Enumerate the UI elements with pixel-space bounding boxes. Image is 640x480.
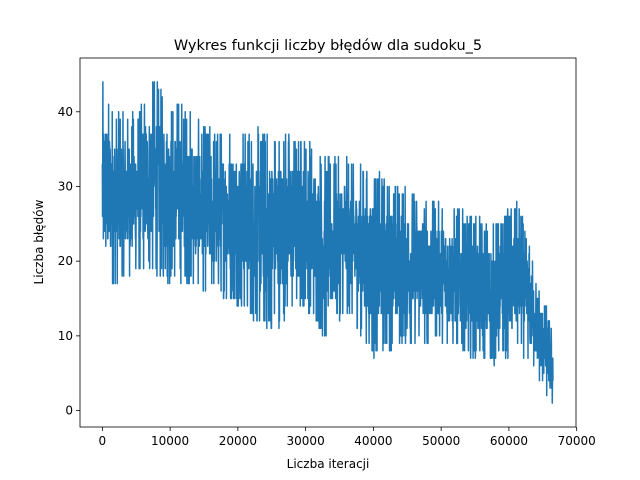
- y-tick-label: 30: [58, 179, 73, 193]
- y-axis-label: Liczba błędów: [32, 199, 46, 284]
- x-axis: 0 10000 20000 30000 40000 50000 60000 70000: [99, 427, 596, 448]
- x-tick-label: 60000: [490, 434, 528, 448]
- x-tick-label: 30000: [287, 434, 325, 448]
- y-axis: 0 10 20 30 40: [58, 105, 80, 418]
- y-tick-label: 20: [58, 254, 73, 268]
- chart-title: Wykres funkcji liczby błędów dla sudoku_…: [174, 38, 482, 54]
- x-axis-label: Liczba iteracji: [287, 457, 370, 471]
- plot-frame: [79, 57, 577, 428]
- x-tick-label: 20000: [219, 434, 257, 448]
- x-tick-label: 0: [99, 434, 107, 448]
- y-tick-label: 40: [58, 105, 73, 119]
- series-line: [101, 81, 554, 404]
- x-tick-label: 50000: [422, 434, 460, 448]
- x-tick-label: 10000: [151, 434, 189, 448]
- y-tick-label: 10: [58, 329, 73, 343]
- x-tick-label: 70000: [558, 434, 596, 448]
- x-tick-label: 40000: [354, 434, 392, 448]
- series-layer: [101, 81, 554, 404]
- y-tick-label: 0: [65, 404, 73, 418]
